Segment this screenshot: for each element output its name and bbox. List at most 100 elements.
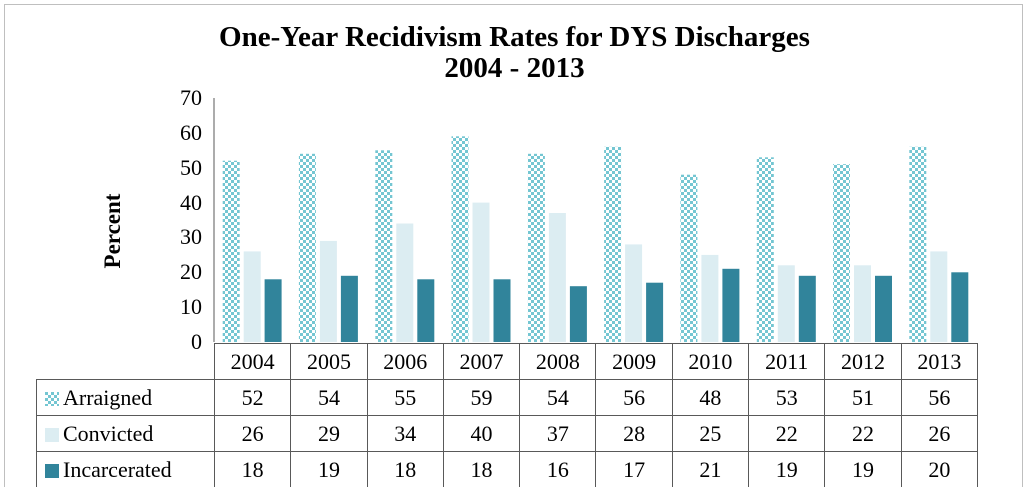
bar-arraigned-2004 xyxy=(222,160,240,342)
data-label: 51 xyxy=(824,379,902,416)
data-label: 34 xyxy=(366,415,444,452)
legend-entry: Arraigned xyxy=(36,379,215,416)
data-table: 2004 2005 2006 2007 2008 2009 2010 2011 2012 2013… xyxy=(36,343,978,487)
bar-arraigned-2011 xyxy=(756,157,774,342)
table-row-convicted: Convicted 26 29 34 40 37 28 25 22 22 26 xyxy=(36,415,978,452)
bar-incarcerated-2006 xyxy=(417,279,435,342)
data-label: 37 xyxy=(519,415,597,452)
legend-swatch xyxy=(45,463,59,478)
data-label: 28 xyxy=(595,415,673,452)
x-tick-label: 2008 xyxy=(519,343,597,380)
bar-convicted-2007 xyxy=(472,202,490,342)
y-tick-label: 10 xyxy=(180,294,202,320)
bar-arraigned-2012 xyxy=(833,164,850,342)
data-label: 16 xyxy=(519,451,597,487)
bar-arraigned-2009 xyxy=(604,146,622,342)
chart-title-line-1: One-Year Recidivism Rates for DYS Discha… xyxy=(219,21,810,53)
bar-convicted-2010 xyxy=(701,254,719,342)
x-tick-label: 2009 xyxy=(595,343,673,380)
bar-convicted-2009 xyxy=(625,244,643,342)
bar-incarcerated-2004 xyxy=(264,279,282,342)
table-row-incarcerated: Incarcerated 18 19 18 18 16 17 21 19 19 20 xyxy=(36,451,978,487)
data-label: 22 xyxy=(824,415,902,452)
data-label: 56 xyxy=(900,379,978,416)
data-label: 48 xyxy=(671,379,750,416)
bar-incarcerated-2007 xyxy=(493,279,511,342)
bar-arraigned-2007 xyxy=(451,136,469,342)
bar-incarcerated-2013 xyxy=(951,272,969,342)
x-tick-label: 2010 xyxy=(671,343,750,380)
data-label: 54 xyxy=(519,379,597,416)
data-label: 17 xyxy=(595,451,673,487)
data-label: 21 xyxy=(671,451,750,487)
y-tick-label: 40 xyxy=(180,189,202,215)
bar-incarcerated-2009 xyxy=(646,282,664,342)
bar-incarcerated-2008 xyxy=(569,286,587,342)
bar-convicted-2012 xyxy=(854,265,871,342)
data-label: 22 xyxy=(748,415,826,452)
data-label: 19 xyxy=(290,451,368,487)
data-label: 18 xyxy=(442,451,521,487)
legend-swatch xyxy=(45,427,59,442)
data-label: 52 xyxy=(213,379,292,416)
chart-title-line-2: 2004 - 2013 xyxy=(444,52,585,84)
data-label: 18 xyxy=(213,451,292,487)
bar-convicted-2011 xyxy=(777,265,795,342)
data-label: 56 xyxy=(595,379,673,416)
bar-arraigned-2013 xyxy=(909,146,927,342)
y-tick-label: 50 xyxy=(180,154,202,180)
x-tick-label: 2011 xyxy=(748,343,826,380)
legend-label: Incarcerated xyxy=(63,456,172,482)
legend-label: Convicted xyxy=(63,420,154,446)
bar-arraigned-2005 xyxy=(298,153,316,342)
bar-convicted-2006 xyxy=(396,223,414,342)
bar-arraigned-2010 xyxy=(680,174,698,342)
y-tick-label: 70 xyxy=(180,85,202,110)
data-label: 59 xyxy=(442,379,521,416)
bar-convicted-2013 xyxy=(930,251,948,342)
x-tick-label: 2007 xyxy=(442,343,521,380)
data-label: 29 xyxy=(290,415,368,452)
legend-swatch xyxy=(45,391,59,406)
data-label: 55 xyxy=(366,379,444,416)
data-label: 40 xyxy=(442,415,521,452)
data-label: 54 xyxy=(290,379,368,416)
legend-entry: Convicted xyxy=(36,415,215,452)
bar-incarcerated-2010 xyxy=(722,268,740,342)
chart-frame xyxy=(4,4,1023,487)
bar-convicted-2004 xyxy=(243,251,261,342)
bar-incarcerated-2005 xyxy=(340,275,358,342)
data-label: 19 xyxy=(824,451,902,487)
bar-arraigned-2006 xyxy=(375,150,393,342)
data-label: 25 xyxy=(671,415,750,452)
table-corner xyxy=(36,343,215,380)
y-tick-label: 30 xyxy=(180,224,202,250)
data-label: 20 xyxy=(900,451,978,487)
data-label: 26 xyxy=(900,415,978,452)
x-tick-label: 2006 xyxy=(366,343,444,380)
y-tick-label: 20 xyxy=(180,259,202,285)
x-tick-label: 2012 xyxy=(824,343,902,380)
table-header-row: 2004 2005 2006 2007 2008 2009 2010 2011 2012 2013 xyxy=(36,343,978,380)
chart-title: One-Year Recidivism Rates for DYS Discha… xyxy=(0,22,1029,84)
legend-entry: Incarcerated xyxy=(36,451,215,487)
x-tick-label: 2013 xyxy=(900,343,978,380)
bar-arraigned-2008 xyxy=(527,153,545,342)
data-label: 26 xyxy=(213,415,292,452)
bar-convicted-2008 xyxy=(548,213,566,342)
x-tick-label: 2005 xyxy=(290,343,368,380)
legend-label: Arraigned xyxy=(63,384,153,410)
data-label: 19 xyxy=(748,451,826,487)
bar-series-group xyxy=(222,136,969,342)
y-tick-label: 0 xyxy=(191,329,202,354)
data-label: 18 xyxy=(366,451,444,487)
table-row-arraigned: Arraigned 52 54 55 59 54 56 48 53 51 56 xyxy=(36,379,978,416)
x-tick-label: 2004 xyxy=(213,343,292,380)
data-label: 53 xyxy=(748,379,826,416)
bar-convicted-2005 xyxy=(319,240,337,342)
y-tick-label: 60 xyxy=(180,119,202,145)
bar-incarcerated-2011 xyxy=(798,275,816,342)
bar-incarcerated-2012 xyxy=(875,275,892,342)
